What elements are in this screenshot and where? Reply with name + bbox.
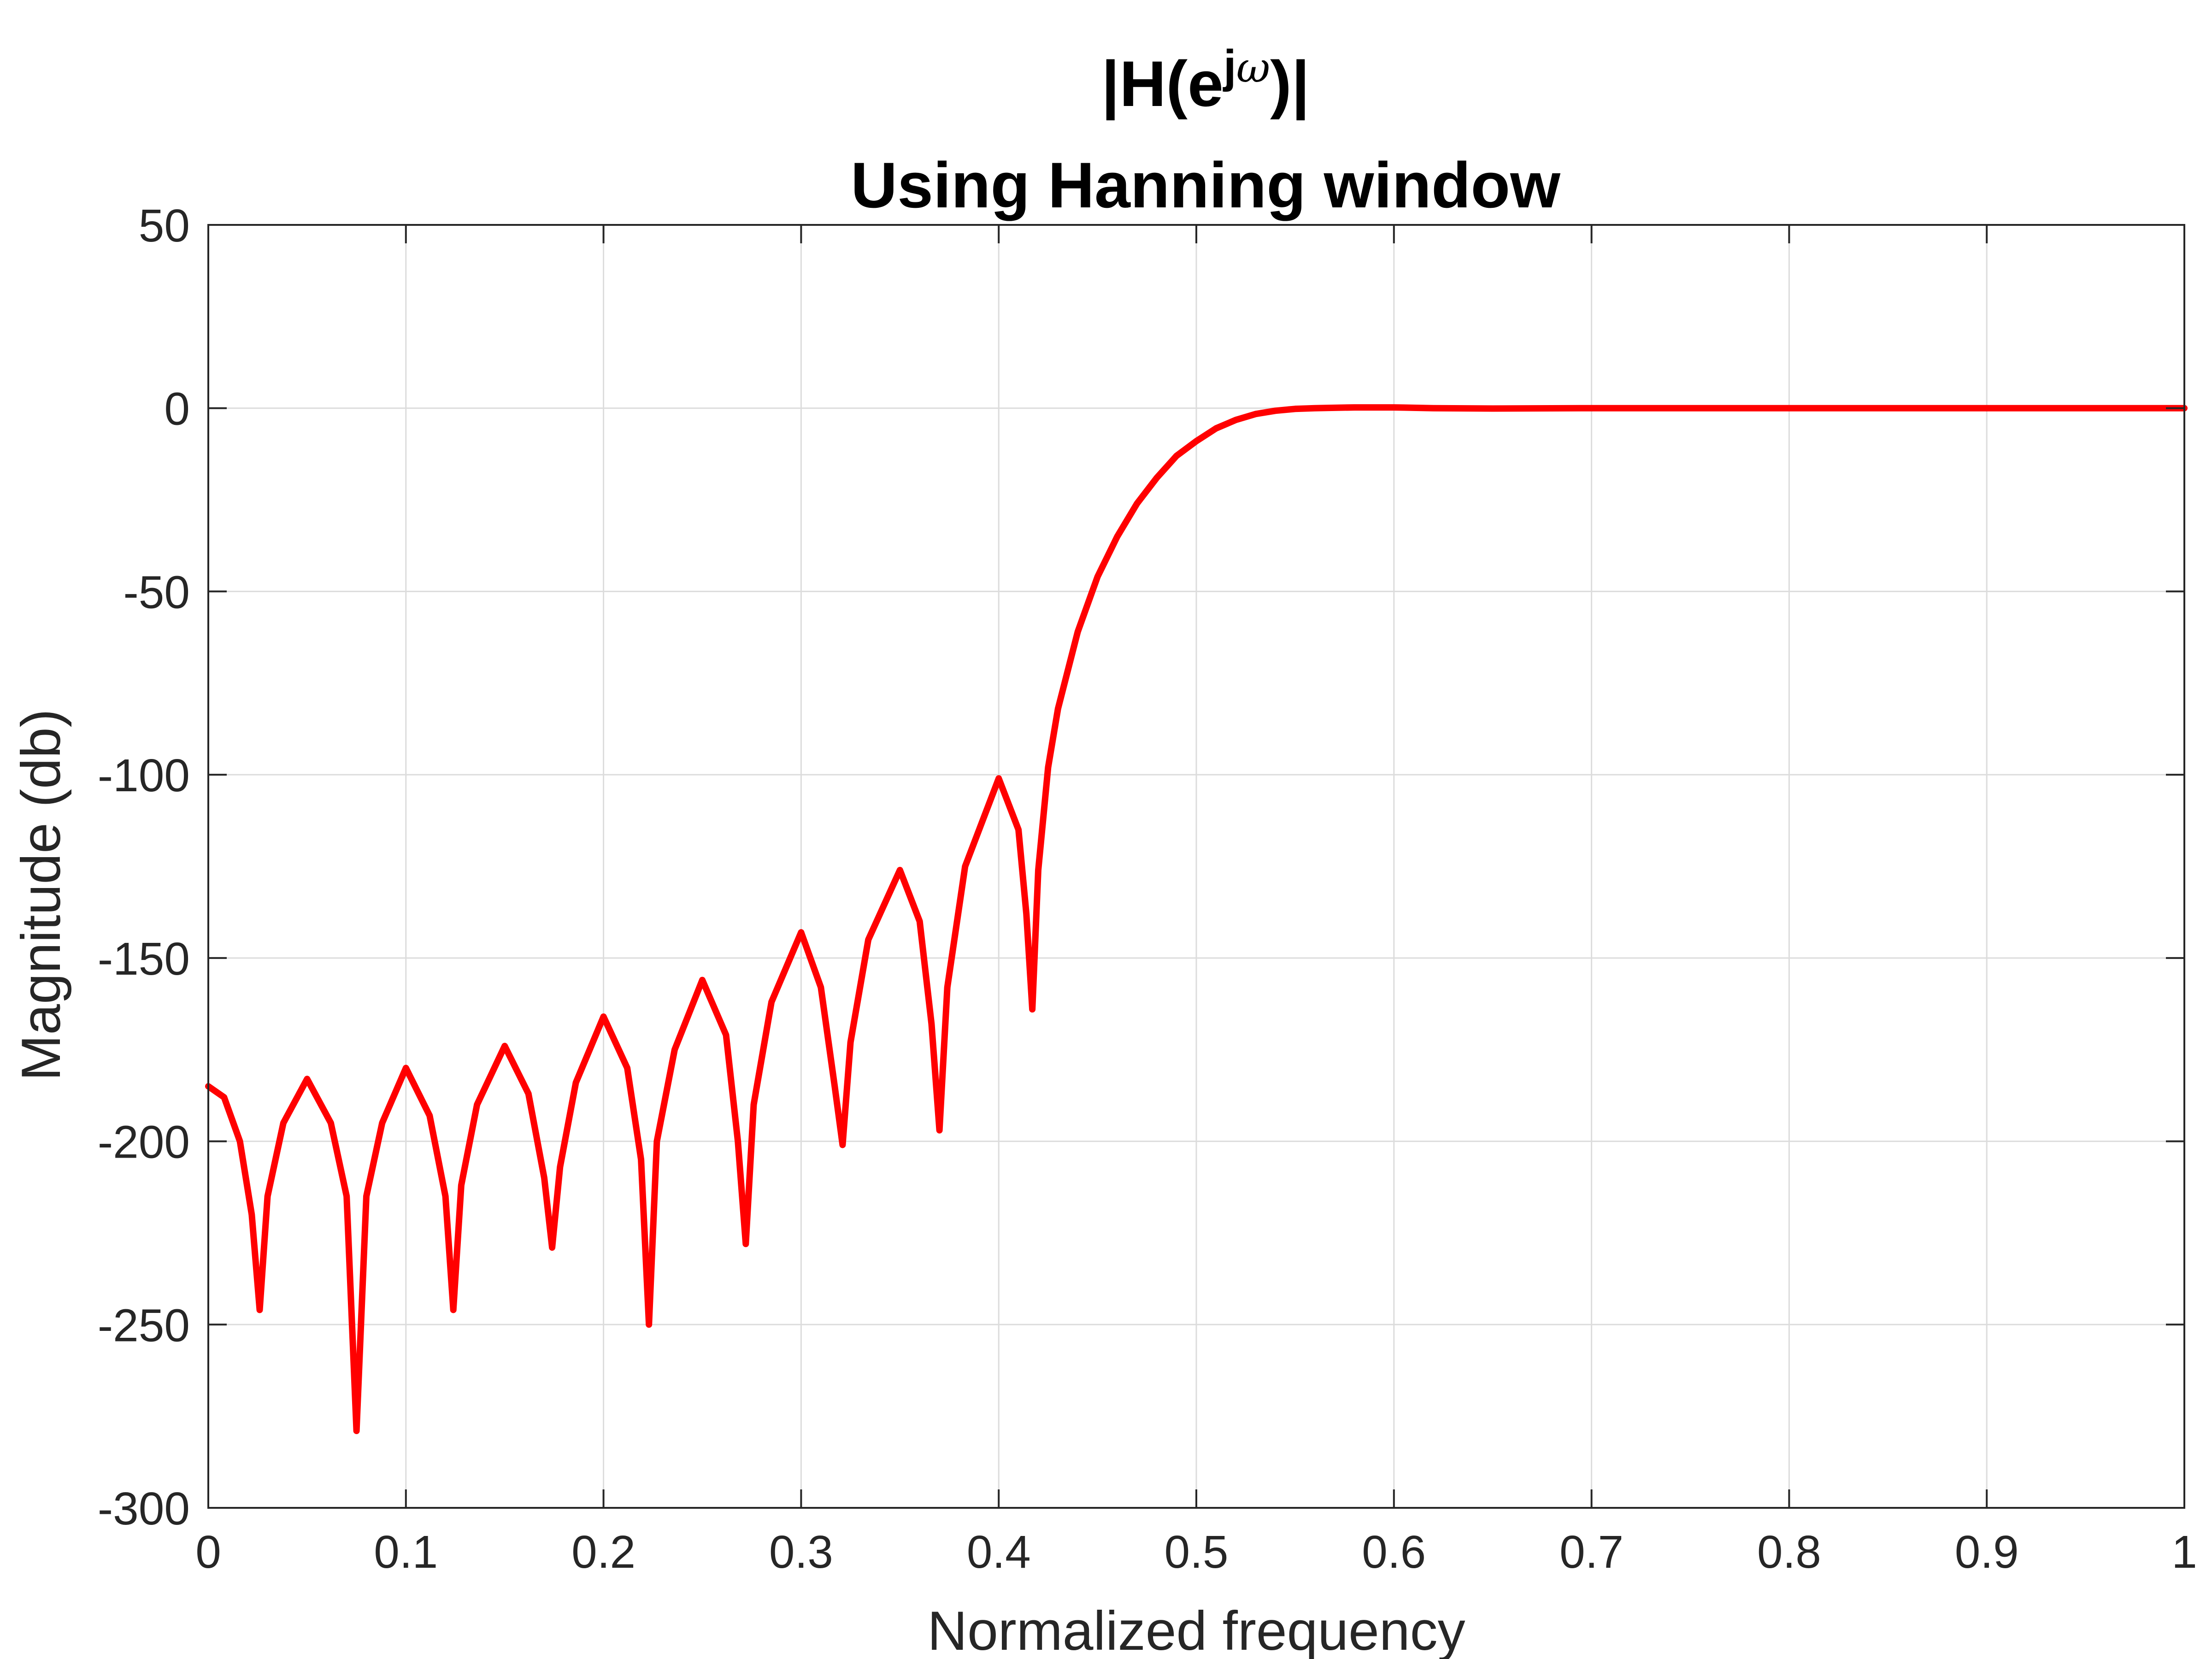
chart-title-superscript-j: j [1223,41,1236,92]
x-tick-label: 0.4 [967,1526,1031,1578]
x-tick-label: 0.7 [1559,1526,1624,1578]
x-tick-label: 0.8 [1757,1526,1821,1578]
y-tick-label: -150 [98,933,190,985]
x-tick-label: 0 [195,1526,221,1578]
x-tick-label: 0.3 [769,1526,833,1578]
y-tick-label: -100 [98,750,190,801]
x-tick-label: 0.9 [1955,1526,2019,1578]
series-line [205,404,2188,1434]
x-tick-label: 0.6 [1362,1526,1426,1578]
y-tick-label: -300 [98,1483,190,1535]
chart-title-main: |H(e [1101,47,1224,120]
x-tick-label: 0.5 [1164,1526,1228,1578]
y-tick-label: 50 [139,200,190,252]
chart-title-superscript-omega: ω [1236,44,1270,92]
chart-title-close: )| [1270,47,1310,120]
x-axis-label: Normalized frequency [927,1600,1465,1659]
x-tick-label: 1 [2171,1526,2197,1578]
y-axis-label: Magnitude (db) [10,709,72,1081]
y-tick-label: -250 [98,1300,190,1351]
chart-subtitle: Using Hanning window [851,149,1561,221]
plot-area: 0 0.1 0.2 0.3 0.4 0.5 0.6 0.7 0.8 0.9 1 50 0 -50 -100 -… [98,200,2197,1578]
y-tick-label: 0 [164,383,190,435]
x-tick-label: 0.2 [571,1526,635,1578]
y-tick-label: -50 [123,566,190,618]
y-tick-label: -200 [98,1117,190,1168]
x-tick-label: 0.1 [374,1526,438,1578]
chart-title: |H(ejω)| [1101,41,1310,120]
